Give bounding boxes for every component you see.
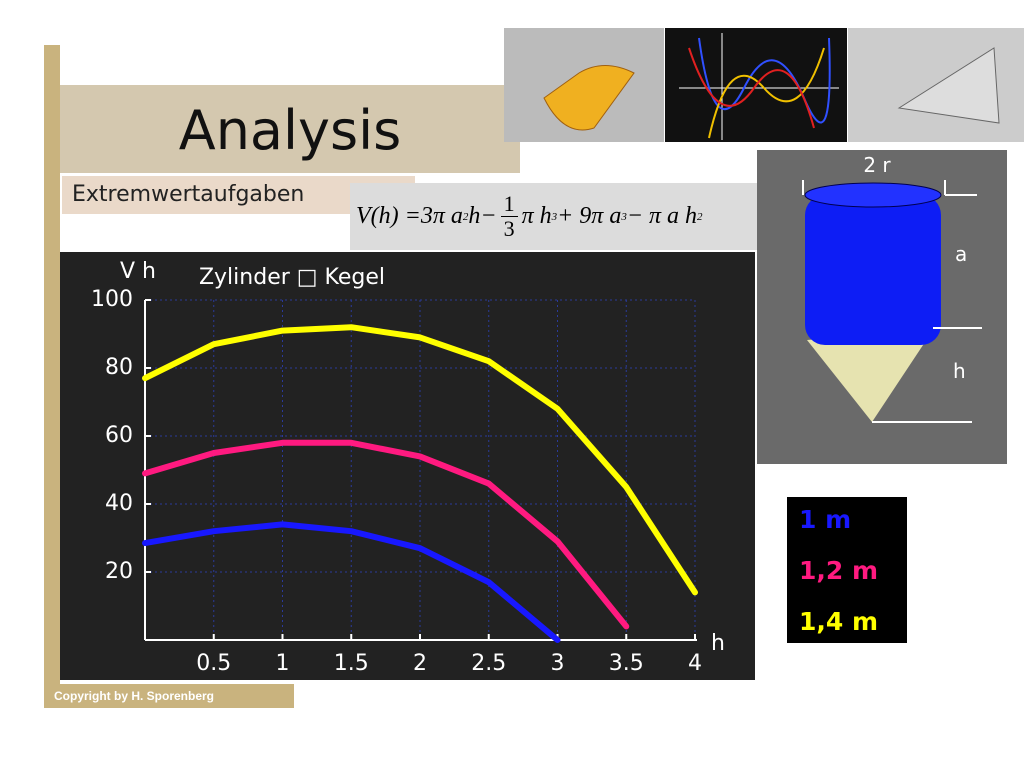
line-series	[142, 324, 698, 596]
chart: Zylinder □ Kegel V h h 20 40 60 80 100 0.5 1 1.…	[60, 252, 755, 680]
legend-entry: 1,2 m	[799, 556, 879, 585]
legend-entry: 1,4 m	[799, 607, 879, 636]
x-tick-label: 2	[413, 651, 427, 676]
dim-label: 2 r	[863, 153, 891, 177]
dim-label: h	[953, 359, 966, 383]
x-tick-label: 2.5	[471, 651, 506, 676]
title: Analysis	[178, 99, 402, 162]
y-tick-label: 60	[105, 423, 133, 448]
copyright: Copyright by H. Sporenberg	[44, 684, 294, 708]
y-tick-label: 20	[105, 559, 133, 584]
dim-lines	[802, 180, 982, 423]
line-series	[142, 439, 630, 630]
x-tick-label: 1.5	[334, 651, 369, 676]
legend: 1 m 1,2 m 1,4 m	[787, 497, 907, 643]
formula-part: + 9π a	[557, 203, 622, 229]
figure: 2 r a h	[757, 150, 1007, 464]
thumb-curve	[708, 47, 825, 139]
solid	[897, 47, 1000, 124]
y-axis-label: V h	[120, 259, 156, 284]
side-bar	[44, 45, 60, 708]
dim-label: a	[955, 242, 967, 266]
formula-part: h−	[468, 203, 497, 229]
x-axis-label: h	[711, 631, 725, 656]
formula-part: π h	[521, 203, 552, 229]
title-box: Analysis	[60, 85, 520, 173]
x-tick-label: 1	[276, 651, 290, 676]
y-tick-label: 40	[105, 491, 133, 516]
formula-part: 2	[462, 210, 469, 223]
formula-part: 3	[503, 216, 515, 241]
cylinder-top	[804, 182, 942, 208]
cylinder	[805, 195, 941, 345]
legend-entry: 1 m	[799, 505, 852, 534]
cone	[807, 330, 933, 422]
x-tick-label: 4	[688, 651, 702, 676]
formula-part: 2	[697, 210, 703, 223]
thumbnails	[504, 28, 1024, 142]
line-series	[142, 521, 561, 643]
formula-part: V(h) =3π a	[356, 203, 463, 229]
formula-part: 3	[551, 210, 558, 223]
paraboloid	[543, 65, 635, 131]
y-tick-label: 100	[91, 287, 133, 312]
y-tick-label: 80	[105, 355, 133, 380]
formula-part: 3	[621, 210, 627, 223]
x-tick-label: 0.5	[196, 651, 231, 676]
chart-title: Zylinder □ Kegel	[199, 265, 385, 290]
formula-part: − π a h	[626, 203, 698, 229]
thumb-curve	[688, 47, 815, 129]
x-tick-label: 3	[551, 651, 565, 676]
x-tick-label: 3.5	[609, 651, 644, 676]
formula-part: 1	[500, 192, 518, 217]
